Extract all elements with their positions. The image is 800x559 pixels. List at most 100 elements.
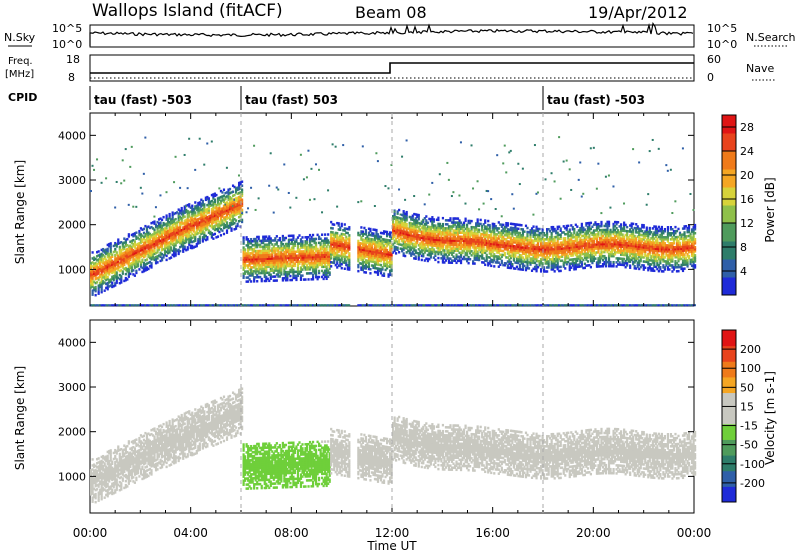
power-cell [223,233,225,236]
power-cell [153,220,155,223]
power-cell [95,286,97,289]
cpid-segment-label: tau (fast) -503 [547,93,645,107]
power-cell [434,259,436,262]
power-cell [357,270,359,273]
power-cell [128,233,130,236]
power-cell [427,222,429,225]
power-cell [327,233,329,236]
power-cell [329,271,331,274]
power-cell [107,276,109,279]
power-cell [126,278,128,281]
power-cell [203,231,205,234]
power-cell [276,235,278,238]
freq-trace [90,63,694,73]
power-cell [161,219,163,222]
power-cell [120,182,122,184]
power-cell [233,194,235,197]
power-cell [433,218,435,221]
power-cell [519,183,521,185]
power-cell [212,237,214,240]
power-cell [92,165,94,167]
power-cell [258,236,260,239]
power-cell [255,209,257,211]
power-cell [519,232,521,235]
power-cell [184,246,186,249]
power-cell [363,227,365,230]
power-cell [362,230,364,233]
power-cell [505,171,507,173]
power-cell [386,231,388,234]
power-cell [437,257,439,260]
power-cell [184,154,186,156]
noise-tick-bottom-right: 10^0 [707,38,737,51]
power-cell [404,199,406,201]
power-cell [153,216,155,218]
power-cell [283,163,285,165]
power-cell [375,152,377,154]
power-cell [277,189,279,191]
power-cell [116,251,118,254]
nave-tick-top: 60 [707,53,721,66]
power-cell [155,206,157,208]
power-cell [292,234,294,237]
power-cell [504,252,506,255]
power-cell [218,231,220,234]
power-cell [93,169,95,171]
power-cell [253,145,255,147]
power-cell [348,226,350,229]
power-cell [194,169,196,171]
power-cell [175,218,177,221]
power-cell [398,209,400,212]
power-cell [138,268,140,271]
power-cell [442,217,444,220]
power-cell [471,144,473,146]
power-cell [522,256,524,259]
power-cell [490,265,492,268]
power-cell [528,267,530,270]
power-cell [421,259,423,262]
power-cell [123,180,125,182]
power-cell [452,191,454,193]
power-cell [218,187,220,189]
power-cell [134,274,136,277]
power-cell [365,271,367,274]
power-cell [332,231,334,234]
power-cell [342,237,344,240]
power-cell [365,229,367,232]
power-cell [270,152,272,154]
power-cell [147,268,149,271]
freq-tick-top: 18 [66,53,80,66]
power-cell [98,250,100,253]
power-cell [144,137,146,139]
power-cell [395,252,397,255]
freq-unit-label: [MHz] [5,69,34,80]
power-cell [236,223,238,226]
power-cell [208,197,210,200]
power-cell [159,221,161,224]
power-cell [92,251,94,254]
power-cell [483,257,485,260]
beam-title: Beam 08 [355,3,427,22]
power-cell [360,200,362,202]
power-cell [214,199,216,202]
power-cell [369,228,371,231]
power-cell [295,197,297,199]
power-cell [369,268,371,271]
power-cell [406,211,408,214]
power-cell [214,233,216,236]
station-title: Wallops Island (fitACF) [92,1,283,21]
power-cell [107,248,109,251]
power-cell [424,203,426,205]
power-cell [226,167,228,169]
cpid-segment-label: tau (fast) -503 [94,93,192,107]
power-cell [493,265,495,268]
power-cell [243,236,245,239]
power-cell [170,256,172,259]
power-cell [532,214,534,216]
power-cell [477,180,479,182]
power-cell [383,272,385,275]
power-cell [532,225,534,228]
power-cell [315,163,317,165]
